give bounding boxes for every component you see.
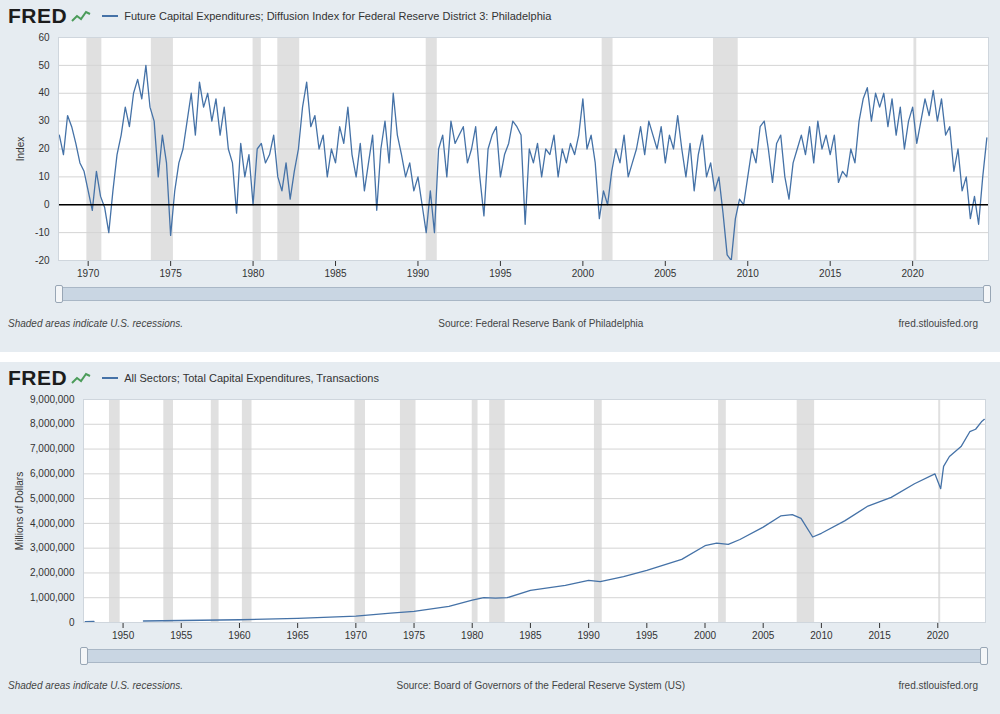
svg-text:1,000,000: 1,000,000 bbox=[30, 592, 75, 603]
svg-text:20: 20 bbox=[38, 143, 50, 154]
svg-text:-20: -20 bbox=[35, 255, 50, 266]
svg-text:1960: 1960 bbox=[228, 630, 251, 641]
svg-text:2,000,000: 2,000,000 bbox=[30, 567, 75, 578]
svg-text:1980: 1980 bbox=[242, 268, 265, 279]
svg-text:10: 10 bbox=[38, 171, 50, 182]
svg-text:6,000,000: 6,000,000 bbox=[30, 468, 75, 479]
svg-text:1995: 1995 bbox=[636, 630, 659, 641]
svg-text:Millions of Dollars: Millions of Dollars bbox=[14, 472, 25, 550]
svg-text:2005: 2005 bbox=[654, 268, 677, 279]
html-text:FRED: FRED bbox=[8, 366, 68, 389]
svg-text:1965: 1965 bbox=[287, 630, 310, 641]
html-text:All Sectors; Total Capital Exp: All Sectors; Total Capital Expenditures,… bbox=[124, 372, 379, 384]
svg-text:2000: 2000 bbox=[694, 630, 717, 641]
html-text:FRED: FRED bbox=[8, 4, 68, 27]
svg-text:7,000,000: 7,000,000 bbox=[30, 443, 75, 454]
svg-text:1955: 1955 bbox=[170, 630, 193, 641]
svg-text:40: 40 bbox=[38, 87, 50, 98]
svg-text:3,000,000: 3,000,000 bbox=[30, 542, 75, 553]
svg-text:5,000,000: 5,000,000 bbox=[30, 493, 75, 504]
svg-text:1985: 1985 bbox=[519, 630, 542, 641]
svg-text:2000: 2000 bbox=[572, 268, 595, 279]
svg-text:2010: 2010 bbox=[810, 630, 833, 641]
svg-text:50: 50 bbox=[38, 60, 50, 71]
svg-text:1985: 1985 bbox=[324, 268, 347, 279]
html-text:Future Capital Expenditures; D: Future Capital Expenditures; Diffusion I… bbox=[124, 10, 552, 22]
svg-text:1990: 1990 bbox=[577, 630, 600, 641]
svg-text:1975: 1975 bbox=[403, 630, 426, 641]
svg-text:0: 0 bbox=[44, 199, 50, 210]
svg-text:1990: 1990 bbox=[407, 268, 430, 279]
svg-text:Index: Index bbox=[15, 137, 26, 161]
svg-text:-10: -10 bbox=[35, 227, 50, 238]
svg-text:30: 30 bbox=[38, 115, 50, 126]
svg-text:1970: 1970 bbox=[77, 268, 100, 279]
html-text:fred.stlouisfed.org: fred.stlouisfed.org bbox=[898, 680, 978, 691]
svg-text:2015: 2015 bbox=[868, 630, 891, 641]
svg-text:2020: 2020 bbox=[927, 630, 950, 641]
svg-text:2020: 2020 bbox=[902, 268, 925, 279]
svg-text:0: 0 bbox=[69, 617, 75, 628]
svg-text:60: 60 bbox=[38, 32, 50, 43]
svg-text:1950: 1950 bbox=[112, 630, 135, 641]
html-text:Shaded areas indicate U.S. rec: Shaded areas indicate U.S. recessions. bbox=[8, 680, 184, 691]
svg-text:2010: 2010 bbox=[737, 268, 760, 279]
html-text:fred.stlouisfed.org: fred.stlouisfed.org bbox=[898, 318, 978, 329]
svg-text:9,000,000: 9,000,000 bbox=[30, 394, 75, 405]
svg-text:4,000,000: 4,000,000 bbox=[30, 518, 75, 529]
svg-text:1995: 1995 bbox=[489, 268, 512, 279]
html-text:Shaded areas indicate U.S. rec: Shaded areas indicate U.S. recessions. bbox=[8, 318, 184, 329]
svg-text:2005: 2005 bbox=[752, 630, 775, 641]
svg-text:1970: 1970 bbox=[345, 630, 368, 641]
svg-text:2015: 2015 bbox=[819, 268, 842, 279]
html-text:Source: Board of Governors of: Source: Board of Governors of the Federa… bbox=[396, 680, 685, 691]
html-text:Source: Federal Reserve Bank o: Source: Federal Reserve Bank of Philadel… bbox=[438, 318, 644, 329]
svg-text:8,000,000: 8,000,000 bbox=[30, 418, 75, 429]
svg-text:1980: 1980 bbox=[461, 630, 484, 641]
svg-text:1975: 1975 bbox=[160, 268, 183, 279]
